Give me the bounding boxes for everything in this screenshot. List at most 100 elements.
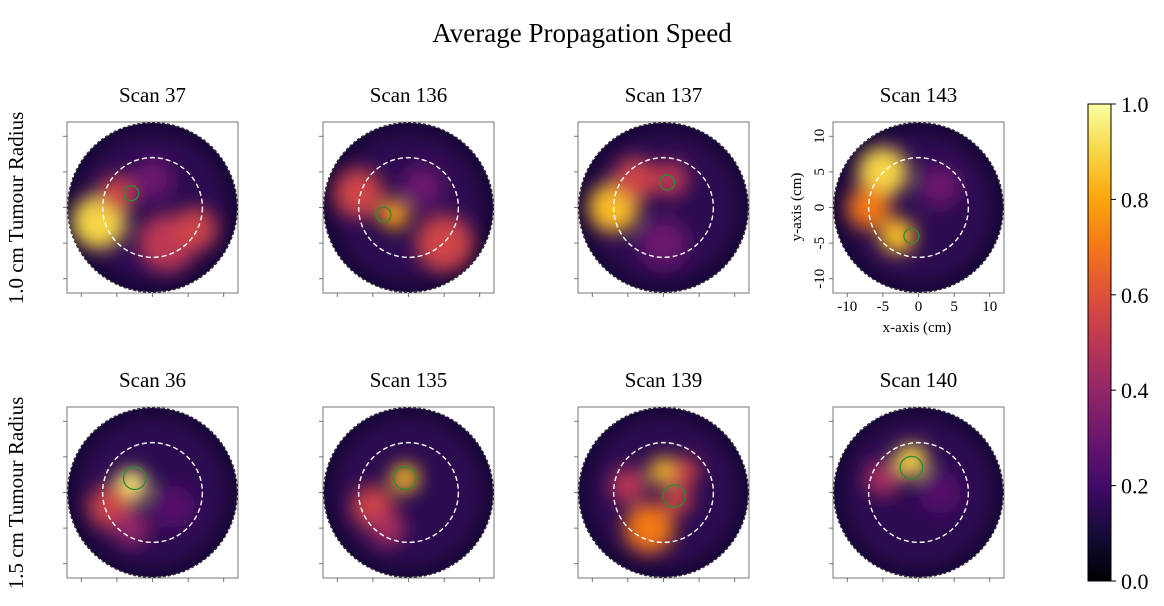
tumour-marker [393, 466, 417, 491]
heatmap-blob [131, 157, 174, 201]
heatmap-panel: Scan 135 [319, 368, 495, 582]
heatmap-blobs [88, 468, 196, 546]
heatmap-panel: Scan 37 [63, 83, 239, 297]
dashed-reference-circle [101, 156, 204, 259]
panel-title: Scan 36 [119, 368, 186, 392]
colorbar-gradient [1087, 103, 1112, 582]
heatmap-blobs [351, 464, 420, 546]
row-label-1: 1.5 cm Tumour Radius [4, 397, 28, 590]
x-tick-label: -10 [837, 299, 857, 315]
panel-title: Scan 139 [625, 368, 703, 392]
dashed-reference-circle [612, 441, 715, 544]
heatmap-panel: Scan 139 [574, 368, 750, 582]
heatmap-blob [670, 456, 700, 486]
heatmap-blob [380, 200, 409, 229]
heatmap-blob [638, 218, 689, 269]
domain-boundary [833, 122, 1004, 293]
panel-title: Scan 135 [370, 368, 448, 392]
colorbar-tick-label: 0.6 [1121, 283, 1149, 308]
tumour-marker [122, 185, 140, 202]
heatmap-blob [918, 164, 962, 208]
heatmap-blob [333, 168, 384, 219]
colorbar-tick-label: 0.4 [1121, 378, 1149, 403]
panel-title: Scan 140 [880, 368, 958, 392]
heatmap-panel: Scan 136 [319, 83, 495, 297]
panel-axes-scan-143: x-axis (cm) y-axis (cm) -10 -5 0 5 10 10 5 0 -5 -… [789, 129, 997, 336]
dashed-reference-circle [357, 441, 460, 544]
x-axis-label: x-axis (cm) [883, 320, 952, 336]
domain-boundary [67, 122, 238, 293]
dashed-reference-circle [101, 441, 204, 544]
heatmap-field [68, 123, 237, 292]
colorbar-tick-label: 1.0 [1121, 92, 1149, 117]
heatmap-blobs [71, 157, 217, 272]
heatmap-panel: Scan 140 [829, 368, 1005, 582]
heatmap-blob [918, 471, 962, 514]
y-tick-label: -10 [812, 269, 828, 289]
heatmap-blob [173, 207, 217, 251]
colorbar-tick-label: 0.0 [1121, 569, 1149, 594]
x-tick-label: 0 [915, 299, 923, 315]
heatmap-blob [624, 503, 675, 554]
heatmap-blob [390, 464, 420, 493]
heatmap-blob [415, 214, 473, 272]
heatmap-field [68, 408, 237, 577]
heatmap-blob [894, 444, 928, 477]
colorbar: 0.0 0.2 0.4 0.6 0.8 1.0 [1087, 92, 1149, 594]
tumour-marker [903, 227, 920, 245]
heatmap-blob [652, 161, 689, 197]
domain-boundary [578, 407, 749, 578]
y-tick-label: -5 [812, 237, 828, 250]
colorbar-tick-label: 0.8 [1121, 187, 1149, 212]
tumour-marker [122, 466, 147, 491]
heatmap-blob [369, 510, 405, 546]
heatmap-blob [663, 485, 692, 514]
y-tick-label: 0 [812, 204, 828, 212]
heatmap-field [324, 408, 493, 577]
domain-boundary [323, 407, 494, 578]
domain-boundary [67, 407, 238, 578]
dashed-reference-circle [612, 156, 715, 259]
heatmap-blob [610, 467, 646, 504]
tumour-marker [662, 484, 687, 508]
heatmap-blobs [333, 164, 473, 272]
figure-title: Average Propagation Speed [432, 18, 732, 48]
y-tick-label: 5 [812, 168, 828, 176]
x-tick-label: 10 [982, 299, 997, 315]
x-tick-label: 5 [950, 299, 958, 315]
y-tick-label: 10 [812, 129, 828, 144]
heatmap-blob [613, 157, 657, 201]
row-label-0: 1.0 cm Tumour Radius [4, 112, 28, 305]
heatmap-panel: Scan 36 [63, 368, 239, 582]
heatmap-panel: Scan 137 [574, 83, 750, 297]
colorbar-ticks: 0.0 0.2 0.4 0.6 0.8 1.0 [1111, 92, 1149, 594]
heatmap-blob [152, 485, 196, 529]
tumour-marker [375, 206, 392, 223]
domain-boundary [833, 407, 1004, 578]
heatmap-base [324, 408, 493, 577]
heatmap-panel: Scan 143 [829, 83, 1005, 297]
colorbar-tick-label: 0.2 [1121, 474, 1149, 499]
domain-boundary [578, 122, 749, 293]
y-axis-label: y-axis (cm) [789, 173, 805, 242]
tumour-marker [899, 455, 924, 480]
domain-boundary [323, 122, 494, 293]
heatmap-blob [401, 164, 445, 208]
dashed-reference-circle [867, 441, 970, 544]
dashed-reference-circle [867, 156, 970, 259]
panel-title: Scan 136 [370, 83, 448, 107]
heatmap-blob [649, 456, 678, 486]
heatmap-blob [879, 218, 915, 254]
x-tick-label: -5 [877, 299, 890, 315]
heatmap-blob [113, 510, 149, 546]
heatmap-base [68, 408, 237, 577]
panel-title: Scan 37 [119, 83, 186, 107]
panel-title: Scan 143 [880, 83, 958, 107]
tumour-marker [658, 174, 676, 191]
panel-title: Scan 137 [625, 83, 703, 107]
heatmap-field [324, 123, 493, 292]
dashed-reference-circle [357, 156, 460, 259]
heatmap-field [834, 123, 1003, 292]
heatmap-panels: Scan 37 Scan 136 Scan 137 Scan 143 Scan 36 Sc… [63, 83, 1005, 582]
